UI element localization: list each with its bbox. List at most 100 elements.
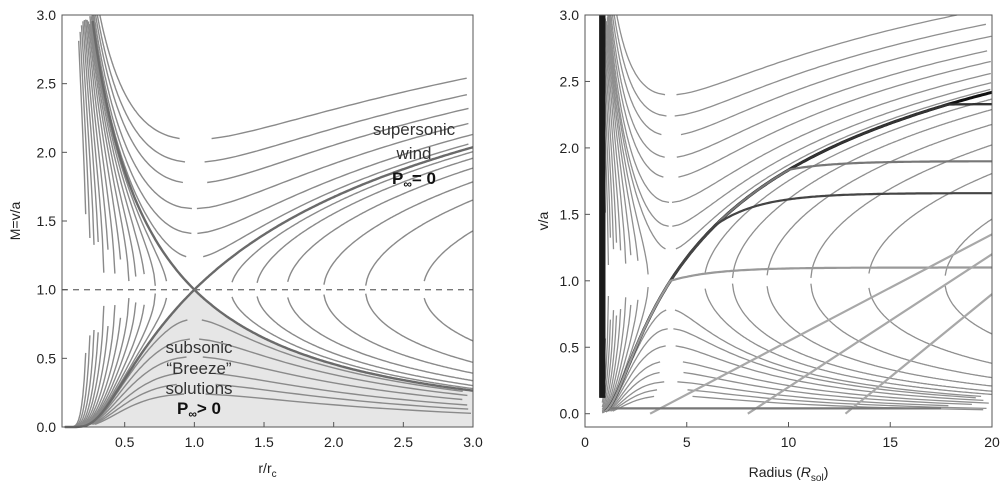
solution-curve <box>92 14 192 235</box>
solution-curve <box>89 24 130 282</box>
solution-curve <box>80 25 95 245</box>
solution-curve <box>680 35 992 136</box>
annotation-p-infinity-positive: P∞> 0 <box>177 399 221 421</box>
solution-curve <box>199 338 468 397</box>
solution-curve <box>79 31 91 239</box>
solution-curve <box>201 319 463 392</box>
left-solution-curves <box>62 14 474 429</box>
annotation-subsonic: subsonic <box>165 338 233 357</box>
y-tick-label: 0.0 <box>37 419 57 435</box>
y-tick-label: 3.0 <box>560 7 580 23</box>
y-tick-label: 1.5 <box>37 213 57 229</box>
solution-curve <box>731 108 993 279</box>
solution-curve <box>92 23 168 282</box>
solution-curve <box>687 389 987 410</box>
left-subsonic-shaded-region <box>64 289 474 427</box>
annotation-supersonic: supersonic <box>373 120 456 139</box>
y-tick-label: 2.5 <box>37 76 57 92</box>
solution-curve <box>231 151 474 283</box>
solution-curve <box>82 21 99 243</box>
solution-curve <box>94 14 184 184</box>
solution-curve <box>682 361 989 404</box>
x-tick-label: 0.5 <box>115 434 135 450</box>
right-solution-curves <box>599 14 993 415</box>
solution-curve <box>675 88 991 250</box>
left-axis-ticks: 0.5 1.0 1.5 2.0 2.5 3.0 0.0 0.5 1.0 1.5 2.0 2.5 3.0 r… <box>7 7 483 480</box>
solution-curve <box>673 328 976 399</box>
solution-curve <box>676 14 958 96</box>
solution-curve <box>256 296 474 387</box>
solution-curve <box>606 24 639 261</box>
solution-curve <box>766 286 993 387</box>
annotation-wind: wind <box>396 144 432 163</box>
x-tick-label: 3.0 <box>463 434 483 450</box>
solution-curve <box>78 40 87 215</box>
critical-decelerating-curve <box>91 20 474 392</box>
solution-curve <box>211 77 467 140</box>
annotation-breeze: “Breeze” <box>166 359 232 378</box>
x-tick-label: 20 <box>984 434 1000 450</box>
solution-curve <box>64 352 87 428</box>
x-tick-label: 2.5 <box>394 434 414 450</box>
solution-curve <box>94 393 185 425</box>
solution-curve <box>603 16 622 251</box>
solution-curve <box>86 19 116 274</box>
solution-curve <box>674 23 987 117</box>
solution-curve <box>609 381 665 412</box>
solution-curve <box>683 371 972 406</box>
y-tick-label: 1.0 <box>37 282 57 298</box>
solution-curve <box>616 14 666 96</box>
annotation-p-infinity-zero: P∞= 0 <box>392 169 436 191</box>
solution-curve <box>90 356 187 425</box>
solution-curve <box>89 16 137 277</box>
solution-curve <box>608 14 670 204</box>
y-tick-label: 0.0 <box>560 406 580 422</box>
solution-curve <box>601 309 622 413</box>
critical-accelerating-curve <box>64 146 474 429</box>
solution-curve <box>605 21 632 256</box>
solution-curve <box>99 14 180 140</box>
y-tick-label: 0.5 <box>37 350 57 366</box>
solution-curve <box>606 345 666 412</box>
solution-curve <box>214 372 468 406</box>
x-axis-title: Radius (Rsol) <box>749 464 829 484</box>
front-line <box>747 253 993 415</box>
solution-curve <box>672 82 992 227</box>
y-tick-label: 2.0 <box>560 140 580 156</box>
solution-curve <box>607 14 669 227</box>
x-tick-label: 5 <box>683 434 691 450</box>
solution-curve <box>601 310 615 410</box>
solution-curve <box>197 133 473 235</box>
right-axis-ticks: 0 5 10 15 20 0.0 0.5 1.0 1.5 2.0 2.5 3.0 Radius (Rso… <box>535 7 1000 484</box>
y-tick-label: 2.0 <box>37 144 57 160</box>
solution-curve <box>810 144 993 278</box>
x-axis-title: r/rc <box>258 460 276 480</box>
solution-curve <box>87 21 122 260</box>
y-tick-label: 1.0 <box>560 273 580 289</box>
x-tick-label: 15 <box>882 434 898 450</box>
solution-curve <box>868 287 993 364</box>
solution-curve <box>202 356 463 401</box>
solution-curve <box>944 285 993 335</box>
y-axis-title: v/a <box>535 211 551 230</box>
x-tick-label: 2.0 <box>324 434 344 450</box>
left-annotations: supersonic wind P∞= 0 subsonic “Breeze”solut… <box>165 120 455 421</box>
solution-curve <box>365 199 474 286</box>
solution-curve <box>323 181 474 285</box>
solution-curve <box>204 94 468 163</box>
solution-curve <box>287 167 474 283</box>
solution-curve <box>601 315 618 412</box>
solution-curve <box>92 383 177 425</box>
solution-curve <box>868 172 993 274</box>
solution-curve <box>205 393 472 414</box>
x-tick-label: 1.5 <box>254 434 274 450</box>
solution-curve <box>704 288 992 396</box>
front-line <box>844 293 993 415</box>
front-line <box>649 233 993 415</box>
solution-curve <box>90 16 156 286</box>
x-tick-label: 10 <box>781 434 797 450</box>
solution-curve <box>603 34 618 243</box>
y-tick-label: 1.5 <box>560 206 580 222</box>
y-axis-title: M=v/a <box>7 202 23 241</box>
solution-curve <box>601 319 612 408</box>
